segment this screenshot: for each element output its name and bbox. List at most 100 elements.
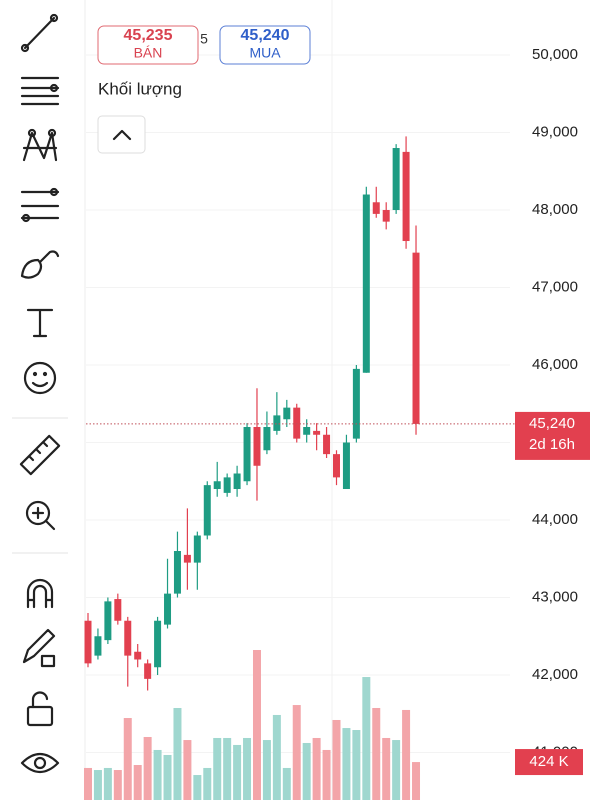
candle-body xyxy=(412,252,420,424)
volume-bar xyxy=(213,737,222,800)
volume-bar xyxy=(262,740,271,800)
candle-body xyxy=(372,202,380,214)
y-tick-label: 43,000 xyxy=(532,588,578,605)
volume-bar xyxy=(252,649,261,800)
volume-bar xyxy=(402,709,411,800)
volume-bar xyxy=(133,765,142,800)
candle-body xyxy=(193,535,201,563)
volume-bar xyxy=(113,770,122,800)
candle-body xyxy=(173,551,181,594)
candle-body xyxy=(323,434,331,455)
volume-bar xyxy=(84,767,92,800)
volume-tag xyxy=(515,749,583,776)
tool-trendline[interactable] xyxy=(20,13,59,53)
countdown: 2d 16h xyxy=(529,436,575,453)
candle-body xyxy=(233,473,241,490)
candle-body xyxy=(213,481,221,490)
volume-bar xyxy=(292,705,301,800)
candle-body xyxy=(313,430,321,435)
volume-bar xyxy=(322,749,331,800)
plot: 41,00042,00043,00044,00045,00046,00047,0… xyxy=(84,46,590,800)
volume-bar xyxy=(412,762,421,800)
candle-body xyxy=(203,485,211,536)
candle-body xyxy=(134,651,142,660)
volume-bar xyxy=(312,737,321,800)
y-tick-label: 42,000 xyxy=(532,666,578,683)
y-tick-label: 48,000 xyxy=(532,201,578,218)
tool-fib[interactable] xyxy=(20,187,60,223)
candle-body xyxy=(273,415,281,431)
volume-bar xyxy=(193,775,202,800)
tool-pattern[interactable] xyxy=(22,128,58,162)
sell-button[interactable] xyxy=(97,25,199,65)
tool-visibility[interactable] xyxy=(20,752,60,774)
buy-button[interactable] xyxy=(219,25,311,65)
volume-bar xyxy=(243,737,252,800)
volume-bar xyxy=(352,730,361,800)
volume-bar xyxy=(392,740,401,800)
last-price-label: 45,240 xyxy=(529,415,575,432)
volume-toggle[interactable]: Khối lượng xyxy=(98,79,182,98)
candle-body xyxy=(84,620,92,664)
volume-bar xyxy=(123,718,132,800)
candle-body xyxy=(124,620,132,656)
tool-zoom[interactable] xyxy=(25,500,56,531)
candle-body xyxy=(183,554,191,563)
tool-magnet[interactable] xyxy=(26,578,54,609)
toolbar xyxy=(12,13,68,774)
candle-body xyxy=(303,427,311,435)
volume-bar xyxy=(233,744,242,800)
buy-price: 45,240 xyxy=(241,27,290,44)
volume-bar xyxy=(272,714,281,800)
candle-body xyxy=(144,663,152,679)
tool-lines[interactable] xyxy=(20,76,60,106)
volume-bar xyxy=(103,767,112,800)
candle-body xyxy=(263,427,271,451)
volume-bar xyxy=(382,737,391,800)
volume-bar xyxy=(302,742,311,800)
tool-lock-draw[interactable] xyxy=(22,628,56,668)
y-tick-label: 44,000 xyxy=(532,511,578,528)
volume-bar xyxy=(223,737,232,800)
sell-label: BÁN xyxy=(134,45,163,61)
candle-body xyxy=(352,368,360,439)
candle-body xyxy=(243,427,251,482)
volume-bar xyxy=(372,707,381,800)
tool-ruler[interactable] xyxy=(19,434,61,476)
tool-unlock[interactable] xyxy=(26,691,54,727)
y-tick-label: 46,000 xyxy=(532,356,578,373)
volume-bar xyxy=(282,767,291,800)
candle-body xyxy=(333,454,340,478)
candle-body xyxy=(164,593,172,625)
candle-body xyxy=(402,151,410,242)
last-price-tag xyxy=(515,411,590,460)
candle-body xyxy=(283,407,291,420)
candle-body xyxy=(223,477,231,493)
candle-body xyxy=(154,620,162,668)
tool-text[interactable] xyxy=(26,308,54,338)
volume-bar xyxy=(153,749,162,800)
candle-body xyxy=(362,194,370,373)
candle-body xyxy=(382,210,390,222)
volume-bar xyxy=(93,770,102,800)
collapse-button[interactable] xyxy=(97,115,146,154)
candle-body xyxy=(94,636,102,656)
candle-body xyxy=(114,599,122,621)
tool-brush[interactable] xyxy=(20,250,60,279)
volume-bar xyxy=(143,736,152,800)
buy-label: MUA xyxy=(249,45,281,61)
volume-bar xyxy=(203,767,212,800)
volume-bar xyxy=(342,728,351,800)
tool-emoji[interactable] xyxy=(23,361,57,395)
volume-bar xyxy=(173,707,182,800)
candle-body xyxy=(392,148,400,211)
collapse-icon xyxy=(112,129,132,141)
y-tick-label: 49,000 xyxy=(532,123,578,140)
y-tick-label: 47,000 xyxy=(532,278,578,295)
volume-bar xyxy=(332,719,341,800)
volume-bar xyxy=(362,677,371,800)
volume-tag-label: 424 K xyxy=(529,753,568,770)
candle-body xyxy=(104,601,112,641)
